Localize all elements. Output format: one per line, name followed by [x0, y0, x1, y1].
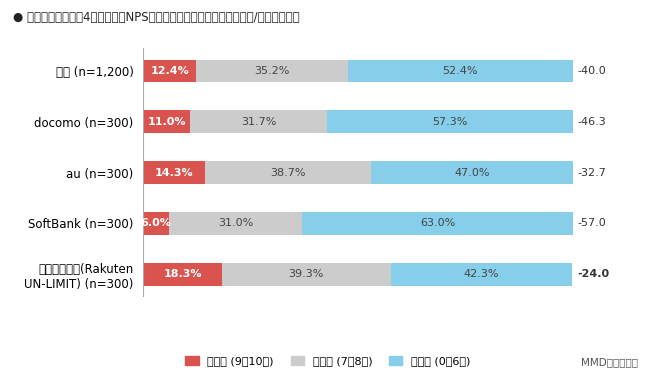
Bar	[143, 212, 169, 235]
Bar	[222, 263, 391, 286]
Text: -46.3: -46.3	[577, 117, 606, 127]
Bar	[371, 161, 573, 184]
Text: 39.3%: 39.3%	[288, 269, 324, 279]
Text: MMD研究所調べ: MMD研究所調べ	[581, 357, 638, 367]
Text: 11.0%: 11.0%	[148, 117, 186, 127]
Text: 31.0%: 31.0%	[218, 218, 253, 228]
Text: 42.3%: 42.3%	[464, 269, 499, 279]
Text: -40.0: -40.0	[577, 66, 606, 76]
Text: 35.2%: 35.2%	[255, 66, 290, 76]
Text: 63.0%: 63.0%	[420, 218, 455, 228]
Bar	[204, 161, 371, 184]
Bar	[169, 212, 302, 235]
Text: -24.0: -24.0	[577, 269, 609, 279]
Text: 18.3%: 18.3%	[163, 269, 202, 279]
Text: -57.0: -57.0	[577, 218, 606, 228]
Bar	[143, 263, 222, 286]
Text: 31.7%: 31.7%	[241, 117, 276, 127]
Bar	[327, 110, 573, 133]
Bar	[191, 110, 327, 133]
Text: 57.3%: 57.3%	[432, 117, 467, 127]
Text: 14.3%: 14.3%	[155, 168, 193, 177]
Bar	[143, 110, 191, 133]
Bar	[197, 59, 348, 82]
Bar	[391, 263, 572, 286]
Legend: 推奨者 (9〜10点), 中立者 (7〜8点), 批判者 (0〜6点): 推奨者 (9〜10点), 中立者 (7〜8点), 批判者 (0〜6点)	[181, 351, 475, 371]
Text: 6.0%: 6.0%	[141, 218, 172, 228]
Text: -32.7: -32.7	[577, 168, 606, 177]
Text: 52.4%: 52.4%	[443, 66, 478, 76]
Bar	[143, 161, 204, 184]
Text: 38.7%: 38.7%	[270, 168, 305, 177]
Text: 12.4%: 12.4%	[150, 66, 189, 76]
Bar	[143, 59, 197, 82]
Bar	[348, 59, 573, 82]
Bar	[302, 212, 573, 235]
Text: ● 利用している大手4キャリアのNPS（ネット・プロモーター・スコア/顧客推奨度）: ● 利用している大手4キャリアのNPS（ネット・プロモーター・スコア/顧客推奨度…	[13, 11, 299, 24]
Text: 47.0%: 47.0%	[454, 168, 490, 177]
